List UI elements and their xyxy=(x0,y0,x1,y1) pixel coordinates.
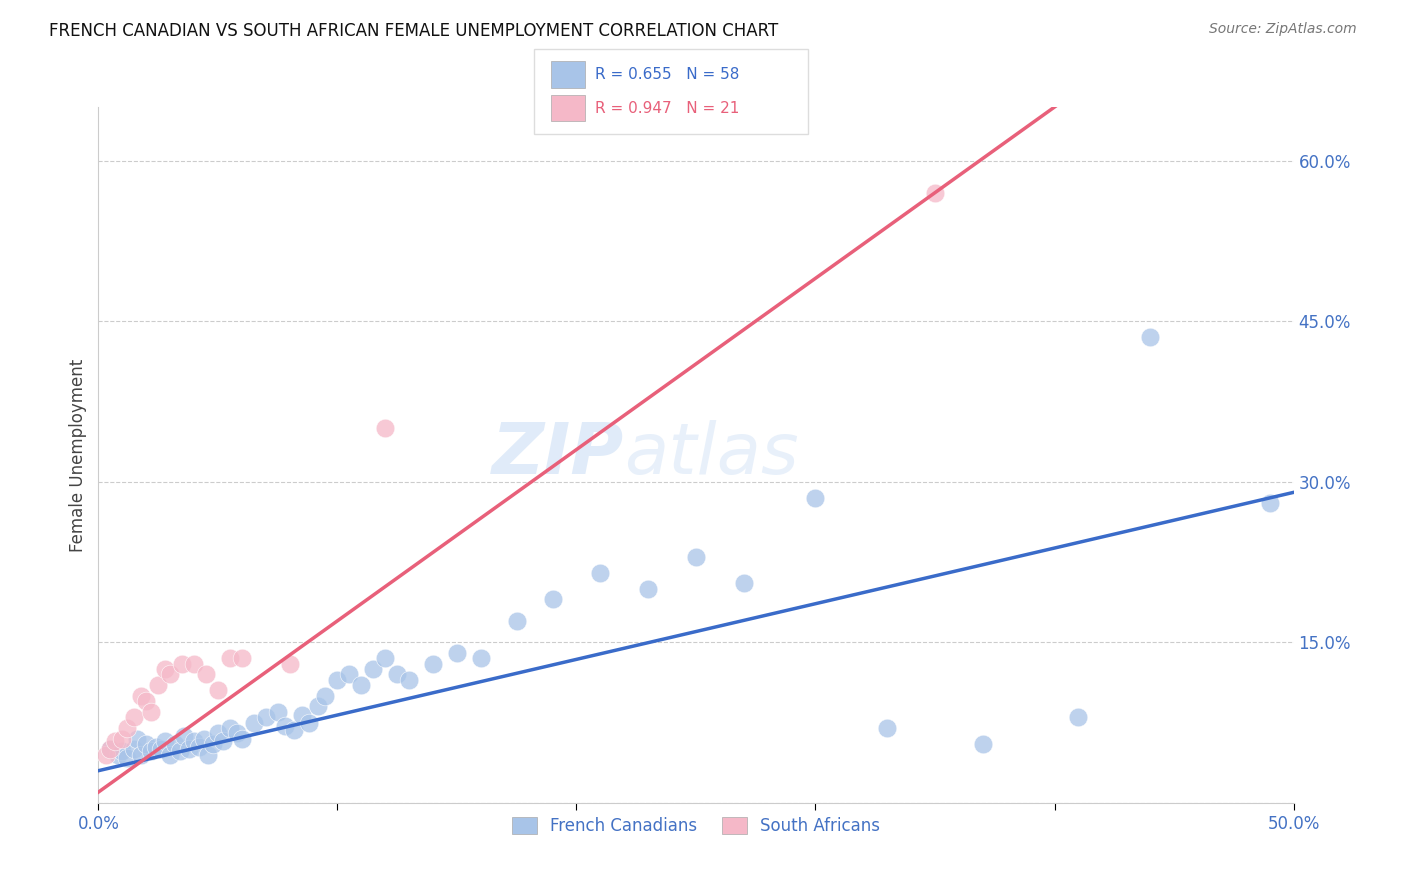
Point xyxy=(115,751,138,765)
Point xyxy=(231,651,253,665)
Point xyxy=(207,726,229,740)
Point xyxy=(924,186,946,200)
Point xyxy=(219,651,242,665)
Point xyxy=(148,678,170,692)
Point xyxy=(267,705,290,719)
Point xyxy=(422,657,444,671)
Point xyxy=(398,673,420,687)
Point xyxy=(107,747,129,762)
Point xyxy=(315,689,337,703)
Point xyxy=(291,708,314,723)
Point xyxy=(131,747,153,762)
Point xyxy=(637,582,659,596)
Point xyxy=(139,744,162,758)
Point xyxy=(183,733,205,747)
Point xyxy=(145,740,167,755)
Point xyxy=(804,491,827,505)
Point xyxy=(326,673,349,687)
Point xyxy=(183,657,205,671)
Point xyxy=(169,744,191,758)
Point xyxy=(159,747,181,762)
Point xyxy=(124,710,146,724)
Point xyxy=(197,747,219,762)
Point xyxy=(115,721,138,735)
Point xyxy=(685,549,707,564)
Point xyxy=(972,737,994,751)
Point xyxy=(149,742,172,756)
Point xyxy=(98,742,122,756)
Text: R = 0.947   N = 21: R = 0.947 N = 21 xyxy=(595,101,740,116)
Point xyxy=(94,747,117,762)
Text: ZIP: ZIP xyxy=(492,420,624,490)
Text: atlas: atlas xyxy=(624,420,799,490)
Point xyxy=(243,715,266,730)
Point xyxy=(1139,330,1161,344)
Legend: French Canadians, South Africans: French Canadians, South Africans xyxy=(503,808,889,843)
Point xyxy=(193,731,215,746)
Point xyxy=(104,733,127,747)
Point xyxy=(506,614,529,628)
Point xyxy=(135,694,157,708)
Point xyxy=(124,742,146,756)
Point xyxy=(339,667,361,681)
Point xyxy=(274,719,297,733)
Point xyxy=(733,576,755,591)
Point xyxy=(363,662,385,676)
Point xyxy=(219,721,242,735)
Point xyxy=(589,566,612,580)
Point xyxy=(195,667,218,681)
Point xyxy=(470,651,492,665)
Point xyxy=(125,731,148,746)
Point xyxy=(111,731,134,746)
Point xyxy=(159,667,181,681)
Point xyxy=(172,657,194,671)
Point xyxy=(350,678,373,692)
Point xyxy=(155,662,177,676)
Point xyxy=(187,740,209,755)
Text: Source: ZipAtlas.com: Source: ZipAtlas.com xyxy=(1209,22,1357,37)
Point xyxy=(207,683,229,698)
Point xyxy=(226,726,249,740)
Point xyxy=(139,705,162,719)
Point xyxy=(385,667,409,681)
Point xyxy=(1258,496,1281,510)
Point xyxy=(876,721,898,735)
Point xyxy=(163,737,186,751)
Point xyxy=(374,421,396,435)
Point xyxy=(283,723,305,737)
Point xyxy=(307,699,329,714)
Point xyxy=(1067,710,1090,724)
Point xyxy=(446,646,468,660)
Point xyxy=(111,744,134,758)
Point xyxy=(211,733,233,747)
Y-axis label: Female Unemployment: Female Unemployment xyxy=(69,359,87,551)
Point xyxy=(179,742,201,756)
Point xyxy=(202,737,225,751)
Point xyxy=(131,689,153,703)
Point xyxy=(135,737,157,751)
Text: R = 0.655   N = 58: R = 0.655 N = 58 xyxy=(595,67,740,82)
Point xyxy=(374,651,396,665)
Point xyxy=(173,730,195,744)
Point xyxy=(98,742,122,756)
Point xyxy=(278,657,301,671)
Point xyxy=(155,733,177,747)
Point xyxy=(541,592,564,607)
Point xyxy=(231,731,253,746)
Text: FRENCH CANADIAN VS SOUTH AFRICAN FEMALE UNEMPLOYMENT CORRELATION CHART: FRENCH CANADIAN VS SOUTH AFRICAN FEMALE … xyxy=(49,22,779,40)
Point xyxy=(298,715,321,730)
Point xyxy=(254,710,277,724)
